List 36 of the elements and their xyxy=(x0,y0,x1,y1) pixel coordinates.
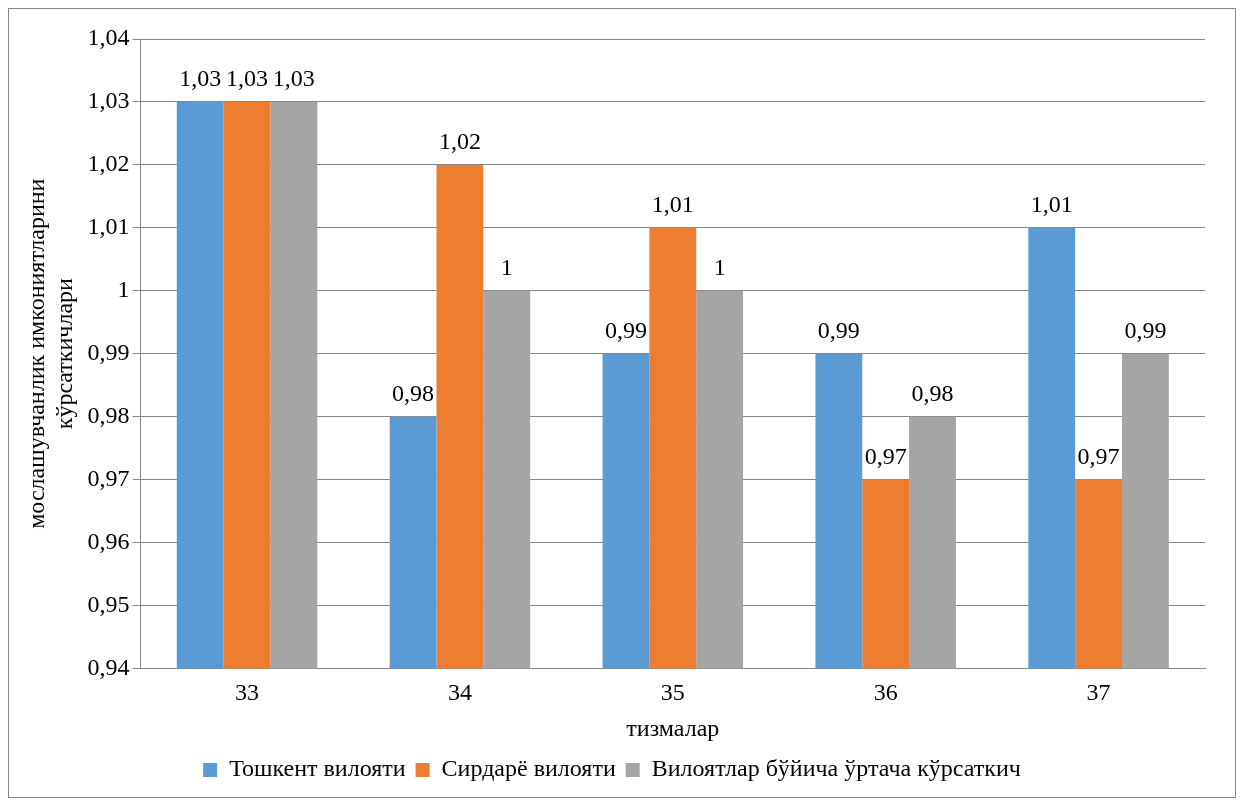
y-tick-label: 1 xyxy=(117,276,130,303)
y-tick-label: 0,97 xyxy=(87,464,130,491)
data-label: 0,97 xyxy=(1077,442,1120,469)
legend-label: Сирдарё вилояти xyxy=(441,755,616,782)
y-tick-label: 1,01 xyxy=(87,213,130,240)
data-label: 0,99 xyxy=(817,317,860,343)
data-label: 0,98 xyxy=(911,379,954,406)
y-tick-label: 1,04 xyxy=(87,24,130,51)
legend-label: Тошкент вилояти xyxy=(229,755,406,782)
y-tick-label: 0,94 xyxy=(87,653,130,680)
x-tick-label: 36 xyxy=(873,679,898,706)
data-label: 1,03 xyxy=(179,65,222,92)
y-tick-label: 0,95 xyxy=(87,590,130,617)
data-label: 0,99 xyxy=(604,317,647,343)
data-label: 1,02 xyxy=(438,128,481,155)
data-label: 1 xyxy=(500,254,513,281)
x-tick-label: 37 xyxy=(1086,679,1111,706)
legend-label: Вилоятлар бўйича ўртача кўрсаткич xyxy=(651,755,1021,782)
data-label: 1,03 xyxy=(272,65,315,92)
data-label: 1,03 xyxy=(226,65,269,92)
data-label: 0,98 xyxy=(392,379,435,406)
data-label: 0,97 xyxy=(864,442,907,469)
x-tick-label: 35 xyxy=(660,679,685,706)
data-label: 1 xyxy=(713,254,726,281)
data-label: 0,99 xyxy=(1124,317,1167,343)
x-tick-label: 34 xyxy=(447,679,472,706)
data-label: 1,01 xyxy=(651,191,694,218)
y-tick-label: 1,02 xyxy=(87,150,130,177)
x-tick-label: 33 xyxy=(235,679,260,706)
y-tick-label: 1,03 xyxy=(87,87,130,114)
data-label: 1,01 xyxy=(1030,191,1073,218)
y-tick-label: 0,96 xyxy=(87,527,130,554)
y-axis-title: мослашувчанлик имкониятларини кўрсаткичлари xyxy=(22,178,78,529)
y-tick-label: 0,99 xyxy=(87,339,130,365)
x-axis-title: тизмалар xyxy=(626,714,720,741)
y-tick-label: 0,98 xyxy=(87,401,130,428)
